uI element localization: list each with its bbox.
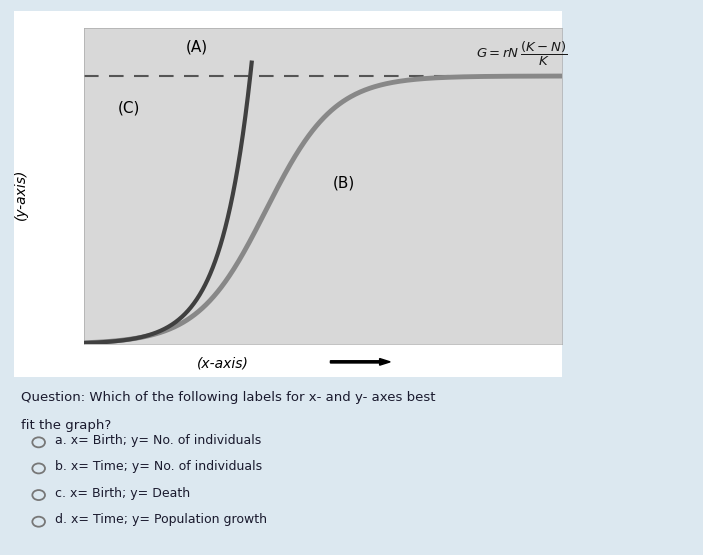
- Text: d. x= Time; y= Population growth: d. x= Time; y= Population growth: [55, 513, 267, 526]
- Text: (B): (B): [333, 176, 355, 191]
- Text: (C): (C): [118, 100, 140, 115]
- Text: b. x= Time; y= No. of individuals: b. x= Time; y= No. of individuals: [55, 460, 262, 473]
- Text: $G = rN\,\dfrac{(K-N)}{K}$: $G = rN\,\dfrac{(K-N)}{K}$: [477, 40, 567, 68]
- Text: a. x= Birth; y= No. of individuals: a. x= Birth; y= No. of individuals: [55, 434, 261, 447]
- Text: (x-axis): (x-axis): [197, 356, 249, 371]
- Text: c. x= Birth; y= Death: c. x= Birth; y= Death: [55, 487, 190, 500]
- Text: (A): (A): [186, 39, 208, 54]
- Text: fit the graph?: fit the graph?: [21, 419, 111, 432]
- Text: Question: Which of the following labels for x- and y- axes best: Question: Which of the following labels …: [21, 391, 436, 404]
- Text: (y-axis): (y-axis): [14, 169, 28, 220]
